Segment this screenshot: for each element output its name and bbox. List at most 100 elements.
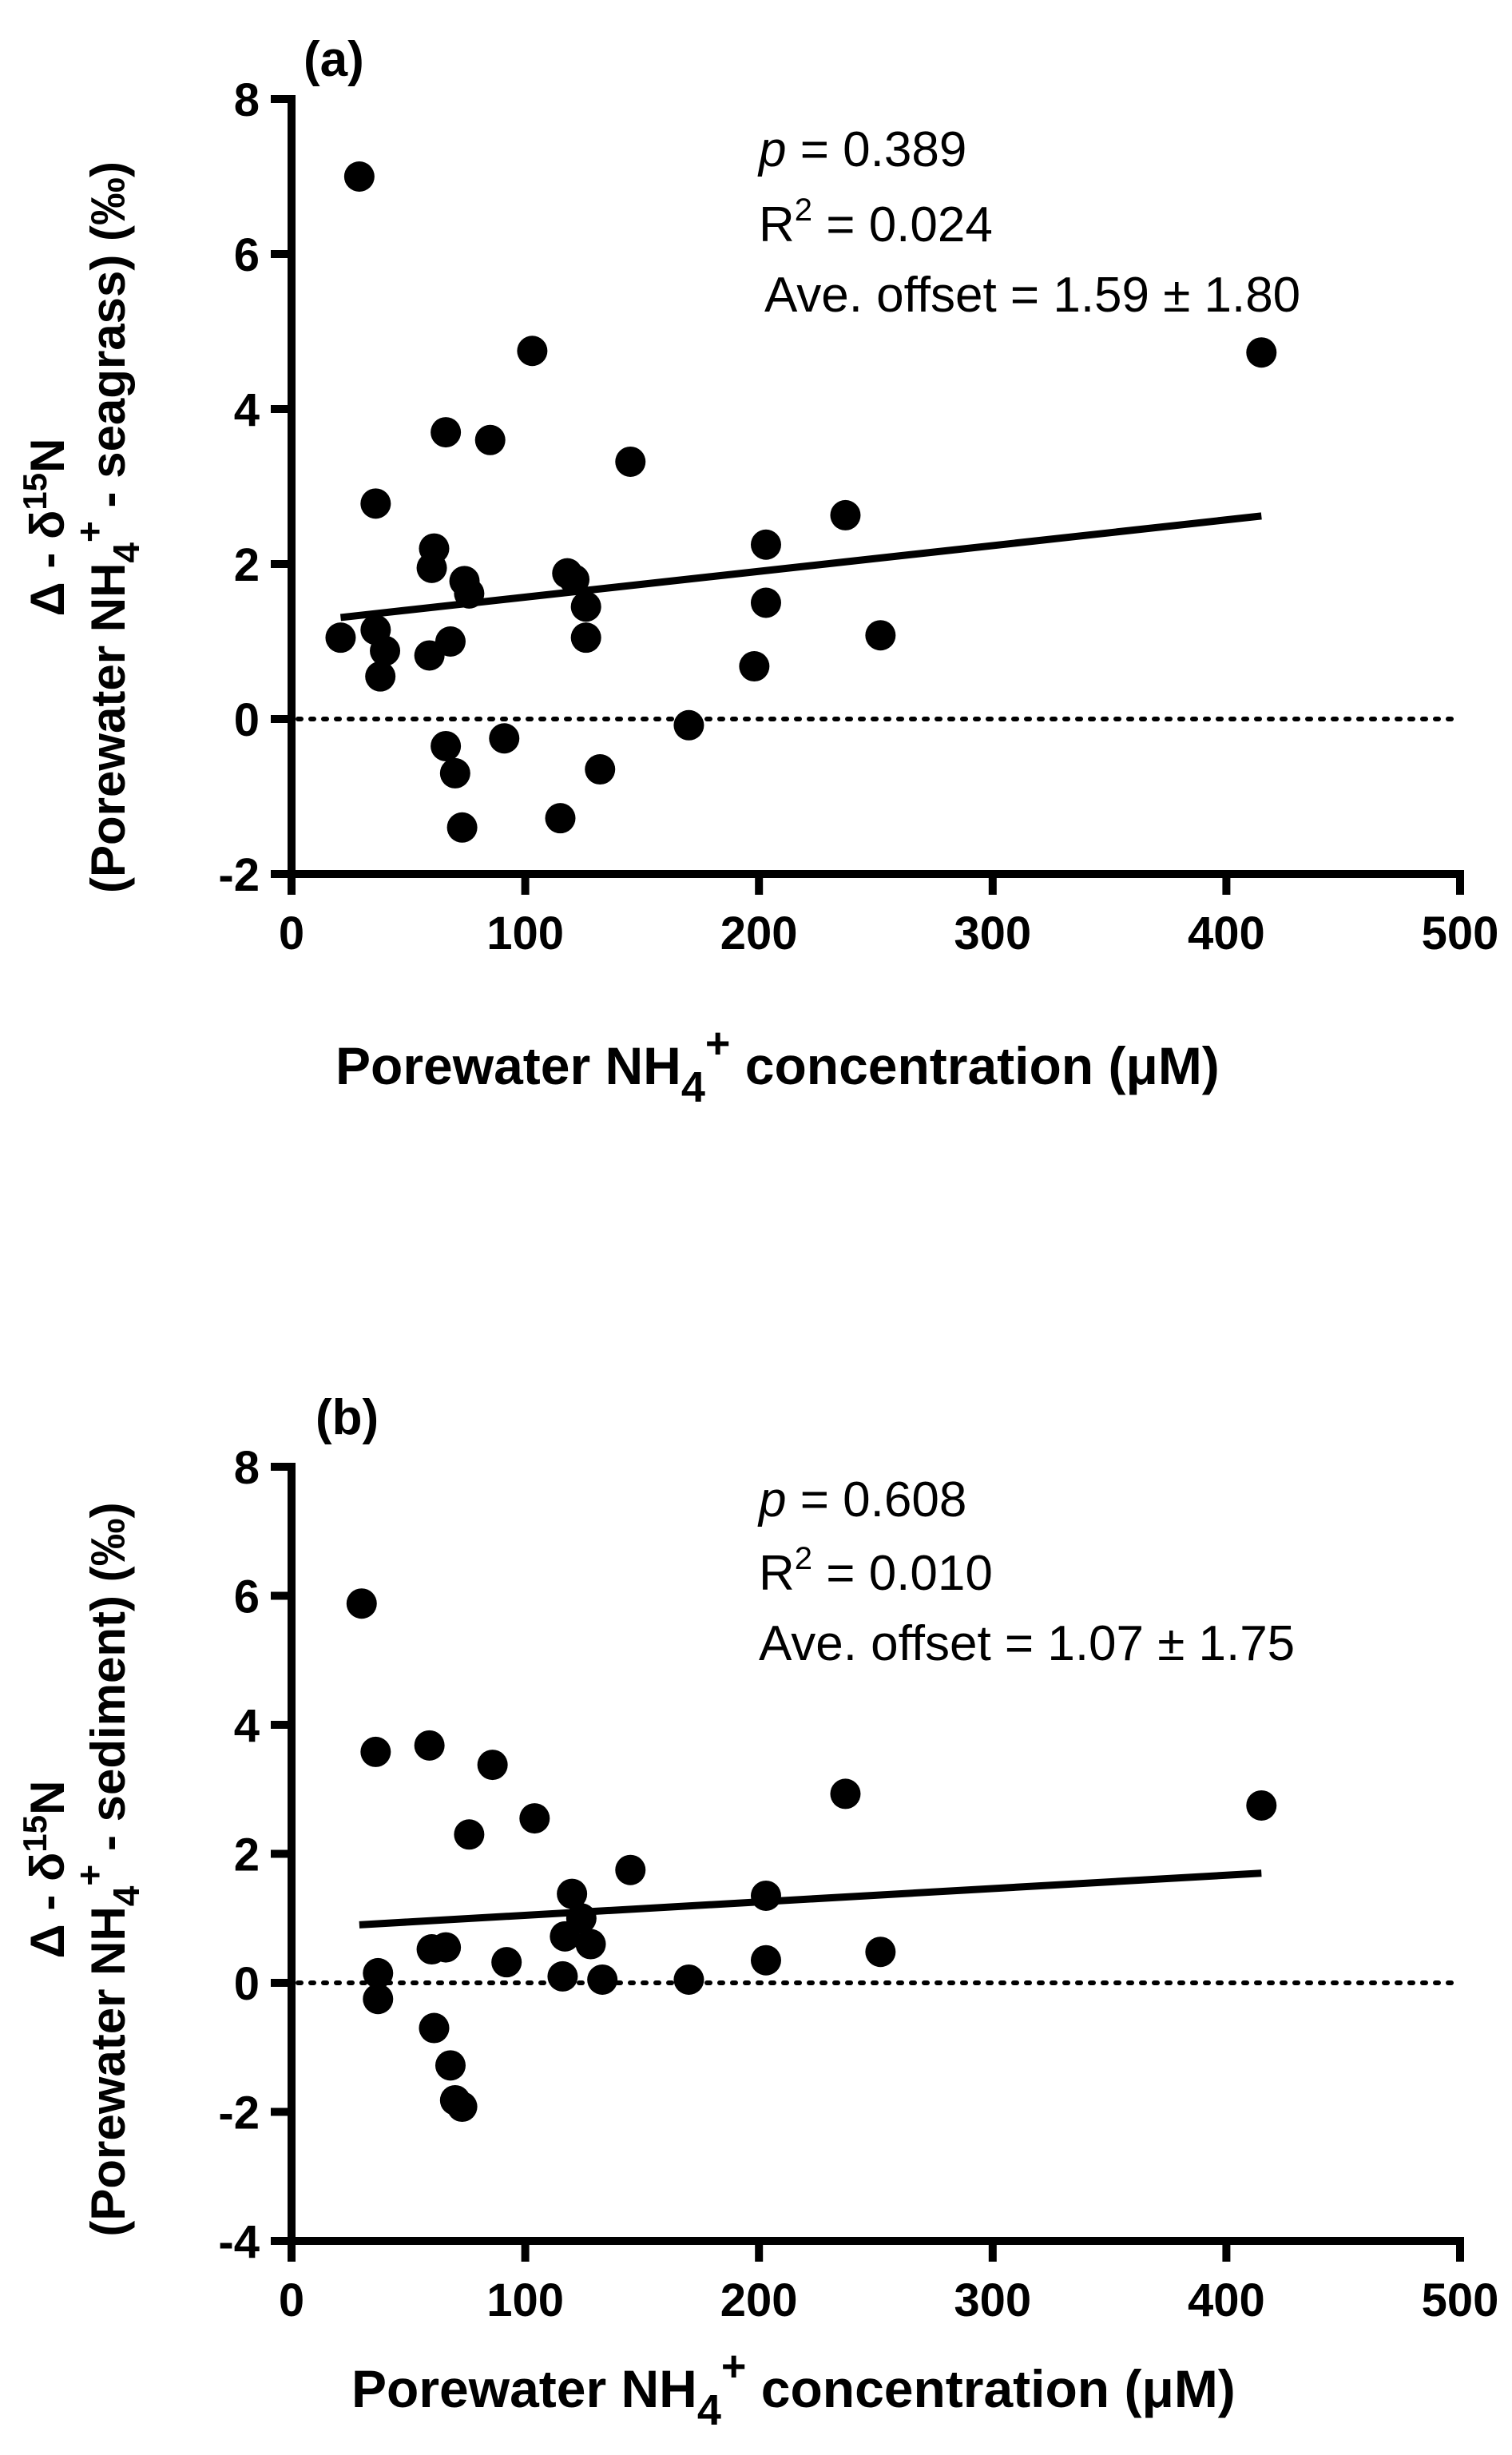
panel-b-r2-text: R2 = 0.010 <box>759 1541 993 1601</box>
panel-b-x-label-main: Porewater NH <box>351 2359 697 2418</box>
panel-a-p-text: p = 0.389 <box>757 122 966 177</box>
panel-b-y-label-line2-sub: 4 <box>105 1885 147 1906</box>
panel-a-data-point <box>865 620 896 651</box>
panel-a-x-label-sub: 4 <box>681 1063 705 1111</box>
panel-a-data-point <box>570 591 601 622</box>
panel-b-data-point <box>363 1957 394 1988</box>
panel-a-points <box>325 161 1277 843</box>
panel-a-x-tick-label: 200 <box>720 908 798 959</box>
panel-b-data-point <box>491 1947 522 1978</box>
panel-b-x-label-tail: concentration (μM) <box>746 2359 1235 2418</box>
panel-b-data-point <box>414 1730 445 1761</box>
panel-a-data-point <box>739 651 770 682</box>
panel-b-r2-value: = 0.010 <box>812 1546 993 1601</box>
panel-a-x-tick-label: 100 <box>486 908 564 959</box>
panel-a-data-point <box>431 417 462 448</box>
panel-a-data-point <box>615 446 646 477</box>
panel-a-data-point <box>750 529 781 560</box>
panel-a-y-label-line2: (Porewater NH4+ - seagrass) (‰) <box>69 161 147 893</box>
panel-a-label: (a) <box>304 32 364 87</box>
panel-a-data-point <box>446 812 478 843</box>
panel-b-data-point <box>360 1736 391 1767</box>
panel-b-y-label-line1-main: Δ - δ <box>21 1853 74 1959</box>
panel-a-y-tick-label: 0 <box>234 694 260 746</box>
panel-b-x-label: Porewater NH4+ concentration (μM) <box>351 2342 1236 2434</box>
panel-b-x-ticks: 0 100 200 300 400 500 <box>279 2241 1498 2326</box>
panel-b-data-point <box>566 1903 597 1934</box>
panel-a-p-value: = 0.389 <box>786 122 966 177</box>
panel-a-y-label-line2-tail: - seagrass) (‰) <box>81 161 135 521</box>
panel-b-y-label-line2: (Porewater NH4+ - sediment) (‰) <box>69 1502 147 2236</box>
panel-a-data-point <box>365 661 396 692</box>
panel-a-y-tick-label: 2 <box>234 539 260 591</box>
panel-a-data-point <box>750 587 781 618</box>
panel-b-data-point <box>454 1819 485 1850</box>
panel-b-x-tick-label: 0 <box>279 2274 304 2326</box>
panel-a-data-point <box>439 757 470 789</box>
panel-a-data-point <box>325 622 356 653</box>
panel-a-x-tick-label: 400 <box>1188 908 1265 959</box>
panel-b-data-point <box>575 1929 606 1960</box>
panel-b-y-tick-label: 0 <box>234 1958 260 2010</box>
panel-a-data-point <box>370 635 401 666</box>
panel-b-y-label-line2-tail: - sediment) (‰) <box>81 1502 135 1864</box>
panel-a-x-tick-label: 500 <box>1422 908 1499 959</box>
panel-a-x-tick-label: 0 <box>279 908 304 959</box>
panel-a-data-point <box>585 754 616 785</box>
panel-a-y-label-line1-main: Δ - δ <box>21 510 74 617</box>
panel-a-data-point <box>474 424 506 455</box>
panel-b-data-point <box>431 1932 462 1963</box>
panel-a-data-point <box>454 578 485 609</box>
panel-a-data-point <box>1246 337 1277 368</box>
panel-b-p-label: p <box>757 1472 786 1527</box>
panel-a-y-label-line2-sub: 4 <box>105 542 147 563</box>
panel-b-y-label-line1-tail: N <box>21 1781 74 1815</box>
panel-b-data-point <box>557 1878 588 1909</box>
panel-a-x-label-main: Porewater NH <box>335 1036 681 1095</box>
panel-b-y-ticks: -4 -2 0 2 4 6 8 <box>218 1442 292 2268</box>
panel-b-data-point <box>547 1960 578 1992</box>
panel-a-y-label-line1-tail: N <box>21 439 74 473</box>
panel-a-r2-value: = 0.024 <box>812 197 993 252</box>
panel-b-points <box>346 1588 1277 2123</box>
panel-b-data-point <box>477 1750 508 1781</box>
panel-b-r2-main: R <box>759 1546 795 1601</box>
panel-a-x-tick-label: 300 <box>954 908 1031 959</box>
panel-b-data-point <box>673 1964 704 1995</box>
panel-a-y-label: Δ - δ15N (Porewater NH4+ - seagrass) (‰) <box>16 161 147 893</box>
panel-b-p-value: = 0.608 <box>786 1472 966 1527</box>
panel-b-data-point <box>750 1945 781 1976</box>
panel-b-data-point <box>750 1880 781 1911</box>
panel-b-offset-text: Ave. offset = 1.07 ± 1.75 <box>759 1616 1295 1671</box>
panel-b-y-tick-label: 2 <box>234 1829 260 1881</box>
panel-a-data-point <box>489 723 520 754</box>
panel-b-y-tick-label: 4 <box>234 1700 260 1752</box>
panel-a: (a) 0 100 200 300 400 500 -2 0 2 4 6 8 p = 0.389 R… <box>16 32 1498 1111</box>
panel-b-regression-line <box>359 1869 1262 1929</box>
panel-a-y-label-line1-sup: 15 <box>16 473 54 510</box>
panel-b-y-label: Δ - δ15N (Porewater NH4+ - sediment) (‰) <box>16 1502 147 2236</box>
panel-b-data-point <box>1246 1790 1277 1821</box>
panel-a-y-label-line2-sup: + <box>69 521 110 542</box>
panel-a-r2-main: R <box>759 197 795 252</box>
panel-b-label: (b) <box>315 1390 379 1445</box>
panel-a-p-label: p <box>757 122 786 177</box>
panel-a-x-ticks: 0 100 200 300 400 500 <box>279 874 1499 959</box>
panel-a-y-label-line1: Δ - δ15N <box>16 439 74 617</box>
panel-b-x-tick-label: 400 <box>1188 2274 1265 2326</box>
panel-a-data-point <box>830 499 861 530</box>
panel-b-y-tick-label: -2 <box>218 2088 260 2139</box>
panel-a-data-point <box>673 709 704 741</box>
panel-b-x-label-sup: + <box>721 2342 747 2390</box>
panel-a-data-point <box>431 730 462 761</box>
panel-b-y-label-line1-sup: 15 <box>16 1815 54 1853</box>
panel-a-data-point <box>419 533 450 564</box>
panel-b-data-point <box>865 1937 896 1968</box>
panel-b-data-point <box>446 2092 478 2123</box>
panel-b-y-label-line1: Δ - δ15N <box>16 1781 74 1959</box>
panel-a-x-label-sup: + <box>705 1019 731 1067</box>
panel-a-y-tick-label: 8 <box>234 74 260 126</box>
panel-a-regression-line <box>339 512 1262 622</box>
panel-a-data-point <box>360 488 391 519</box>
